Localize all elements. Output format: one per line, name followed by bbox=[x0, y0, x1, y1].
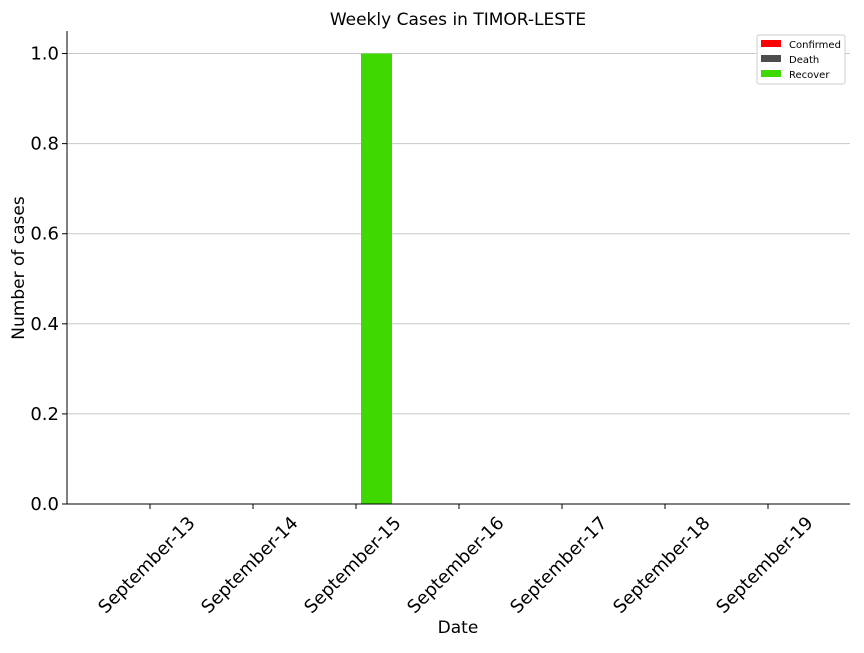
y-tick-label: 0.6 bbox=[30, 224, 59, 245]
y-axis-label: Number of cases bbox=[9, 196, 29, 340]
legend-label-recover: Recover bbox=[789, 70, 830, 81]
x-tick-label: September-16 bbox=[403, 513, 508, 618]
y-tick-label: 0.2 bbox=[30, 404, 59, 425]
legend-swatch-death bbox=[761, 55, 781, 62]
legend-label-death: Death bbox=[789, 55, 819, 66]
x-tick-label: September-13 bbox=[94, 513, 199, 618]
legend: Confirmed Death Recover bbox=[756, 34, 846, 85]
bar-recover bbox=[361, 53, 392, 505]
x-axis-label: Date bbox=[438, 618, 479, 638]
x-tick-label: September-14 bbox=[197, 513, 302, 618]
legend-swatch-recover bbox=[761, 70, 781, 77]
legend-swatch-confirmed bbox=[761, 40, 781, 47]
y-tick-label: 0.8 bbox=[30, 134, 59, 155]
chart-title: Weekly Cases in TIMOR-LESTE bbox=[330, 10, 586, 30]
legend-label-confirmed: Confirmed bbox=[789, 40, 841, 51]
axes-group bbox=[66, 31, 850, 505]
grid-lines bbox=[67, 53, 850, 415]
y-tick-label: 1.0 bbox=[30, 44, 59, 65]
x-ticks: September-13September-14September-15Sept… bbox=[94, 504, 818, 618]
x-tick-label: September-19 bbox=[712, 513, 817, 618]
y-tick-label: 0.4 bbox=[30, 314, 59, 335]
y-tick-label: 0.0 bbox=[30, 494, 59, 515]
x-tick-label: September-18 bbox=[609, 513, 714, 618]
x-tick-label: September-17 bbox=[506, 513, 611, 618]
bars-group bbox=[361, 53, 392, 505]
x-tick-label: September-15 bbox=[300, 513, 405, 618]
y-ticks: 0.0 0.2 0.4 0.6 0.8 1.0 bbox=[30, 44, 67, 515]
